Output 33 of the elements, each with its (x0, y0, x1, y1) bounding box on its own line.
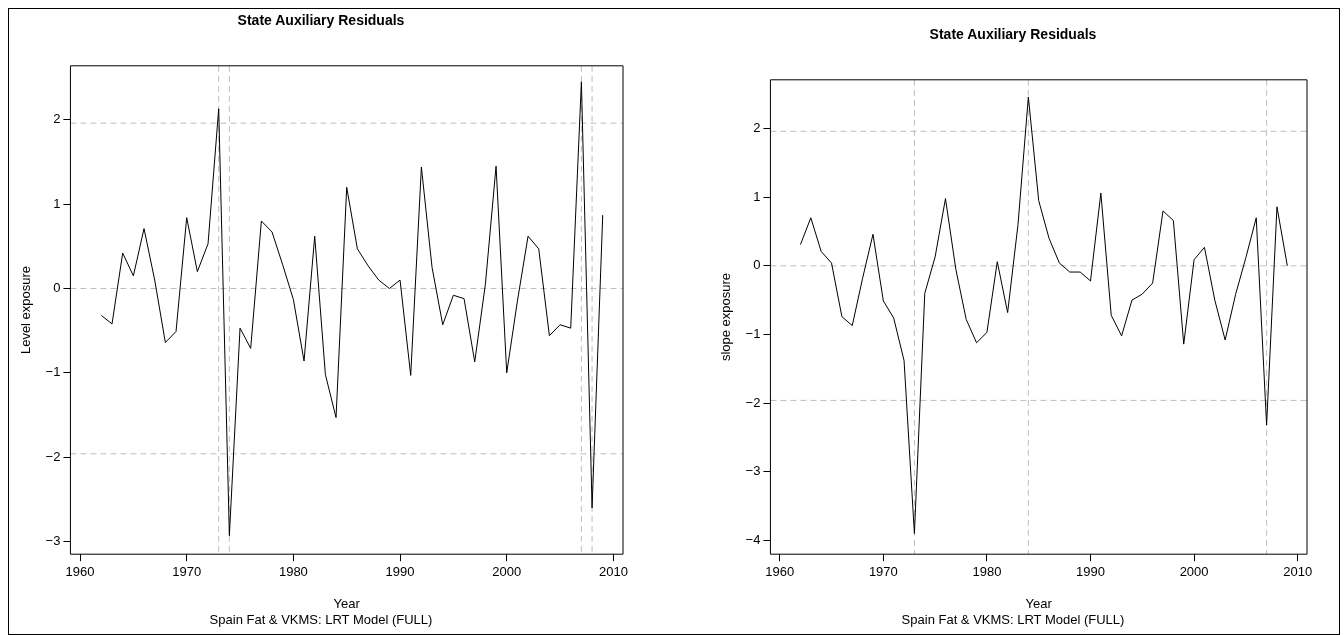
y-axis-title: slope exposure (718, 272, 734, 362)
y-tick-label: −4 (745, 532, 761, 548)
chart-title: State Auxiliary Residuals (929, 26, 1097, 43)
x-tick-label: 1990 (385, 563, 415, 579)
y-tick-label: −1 (745, 326, 761, 342)
y-tick-label: 0 (53, 280, 61, 296)
x-tick-label: 2000 (492, 563, 522, 579)
x-tick-label: 1960 (765, 563, 795, 579)
y-tick-label: 1 (53, 195, 61, 211)
y-tick-label: 1 (753, 188, 761, 204)
x-tick-label: 1970 (868, 563, 898, 579)
y-tick-label: −3 (45, 533, 61, 549)
x-tick-label: 1990 (1076, 563, 1105, 579)
y-tick-label: −1 (45, 364, 61, 380)
y-tick-label: 2 (753, 120, 761, 136)
y-tick-label: −2 (745, 394, 761, 410)
y-tick-label: −2 (45, 448, 61, 464)
x-tick-label: 2010 (598, 563, 628, 579)
x-axis-title: Year (333, 596, 361, 612)
x-tick-label: 1980 (972, 563, 1002, 579)
x-tick-label: 2000 (1179, 563, 1209, 579)
chart-title: State Auxiliary Residuals (237, 12, 405, 29)
y-axis-title: Level exposure (18, 265, 34, 355)
x-tick-label: 1980 (278, 563, 308, 579)
x-tick-label: 2010 (1283, 563, 1313, 579)
y-tick-label: −3 (745, 463, 761, 479)
text: Spain Fat & VKMS: LRT Model (FULL) (901, 611, 1125, 627)
text: Spain Fat & VKMS: LRT Model (FULL) (209, 611, 433, 627)
y-tick-label: 0 (753, 257, 761, 273)
y-tick-label: 2 (53, 111, 61, 127)
x-axis-title: Year (1025, 596, 1053, 612)
x-tick-label: 1970 (172, 563, 202, 579)
x-tick-label: 1960 (65, 563, 95, 579)
